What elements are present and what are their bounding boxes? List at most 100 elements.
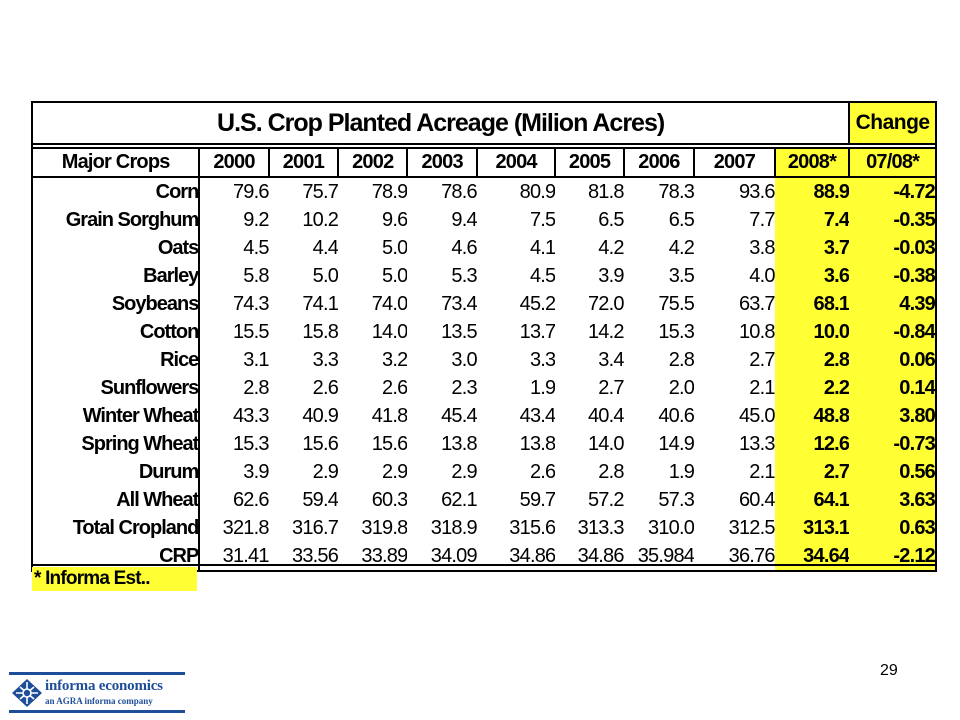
crop-name: Rice xyxy=(30,346,200,374)
acreage-value: 2.9 xyxy=(382,460,408,483)
header-2003: 2003 xyxy=(406,147,478,178)
acreage-value: 7.7 xyxy=(749,208,775,231)
acreage-value: 75.5 xyxy=(658,292,695,315)
acreage-value: 13.3 xyxy=(738,432,775,455)
acreage-value: 33.89 xyxy=(338,542,408,572)
company-logo: informa economics an AGRA informa compan… xyxy=(9,672,185,714)
acreage-value: 2.1 xyxy=(749,460,775,483)
table-row: Cotton 15.5 15.8 14.0 13.5 13.7 14.2 15.3 10.8 10… xyxy=(30,318,937,346)
acreage-value: 3.2 xyxy=(382,348,408,371)
crop-name: Durum xyxy=(30,458,200,486)
acreage-value: 57.3 xyxy=(658,488,695,511)
header-2001: 2001 xyxy=(267,147,340,178)
acreage-value: 35.984 xyxy=(623,542,695,572)
acreage-value: 13.8 xyxy=(519,432,556,455)
acreage-value: 2.6 xyxy=(529,460,556,483)
acreage-value: 48.8 xyxy=(774,402,850,430)
acreage-value: 43.3 xyxy=(198,402,269,430)
acreage-value: 3.1 xyxy=(198,346,269,374)
change-title: Change xyxy=(848,101,937,145)
acreage-value: 2.7 xyxy=(749,348,775,371)
header-2006: 2006 xyxy=(622,147,696,178)
change-value: -2.12 xyxy=(849,542,937,572)
acreage-value: 68.1 xyxy=(774,290,850,318)
acreage-value: 10.8 xyxy=(738,320,775,343)
acreage-value: 12.6 xyxy=(774,430,850,458)
acreage-value: 43.4 xyxy=(519,404,556,427)
acreage-value: 59.4 xyxy=(302,488,339,511)
logo-name: informa economics xyxy=(45,678,163,694)
table-row: Winter Wheat 43.3 40.9 41.8 45.4 43.4 40.4 40.6… xyxy=(30,402,937,430)
acreage-value: 2.2 xyxy=(774,374,850,402)
acreage-value: 319.8 xyxy=(361,516,408,539)
table-row: Durum 3.9 2.9 2.9 2.9 2.6 2.8 1.9 2.1 2.7 0.56 xyxy=(30,458,937,486)
acreage-value: 74.1 xyxy=(302,292,339,315)
acreage-value: 3.9 xyxy=(198,458,269,486)
acreage-value: 310.0 xyxy=(648,516,695,539)
table-row: Sunflowers 2.8 2.6 2.6 2.3 1.9 2.7 2.0 2.1 2.2 0.1… xyxy=(30,374,937,402)
acreage-value: 321.8 xyxy=(198,514,269,542)
acreage-value: 62.1 xyxy=(441,488,477,511)
acreage-value: 40.6 xyxy=(658,404,695,427)
acreage-value: 4.2 xyxy=(598,236,624,259)
acreage-value: 7.5 xyxy=(529,208,556,231)
acreage-value: 31.41 xyxy=(198,542,269,572)
acreage-value: 93.6 xyxy=(738,180,775,203)
change-value: 0.06 xyxy=(849,346,937,374)
header-2008-: 2008* xyxy=(773,147,851,178)
table-row: Grain Sorghum 9.2 10.2 9.6 9.4 7.5 6.5 6.5 7.7 7.… xyxy=(30,206,937,234)
acreage-value: 3.4 xyxy=(598,348,624,371)
change-value: 0.56 xyxy=(849,458,937,486)
logo-tagline: an AGRA informa company xyxy=(45,696,153,706)
acreage-value: 4.2 xyxy=(668,236,695,259)
acreage-value: 2.3 xyxy=(451,376,477,399)
acreage-value: 3.3 xyxy=(312,348,339,371)
table-row: CRP 31.41 33.56 33.89 34.09 34.86 34.86 35.984 3… xyxy=(30,542,937,572)
crop-name: Spring Wheat xyxy=(30,430,200,458)
acreage-value: 4.4 xyxy=(312,236,339,259)
page-number: 29 xyxy=(880,662,898,679)
acreage-value: 5.3 xyxy=(451,264,477,287)
header-2000: 2000 xyxy=(198,147,270,178)
acreage-value: 15.5 xyxy=(198,318,269,346)
acreage-value: 88.9 xyxy=(774,177,850,206)
acreage-value: 313.3 xyxy=(577,516,624,539)
acreage-value: 75.7 xyxy=(302,180,339,203)
acreage-value: 15.6 xyxy=(371,432,408,455)
acreage-value: 73.4 xyxy=(441,292,477,315)
table-row: Spring Wheat 15.3 15.6 15.6 13.8 13.8 14.0 14.9… xyxy=(30,430,937,458)
acreage-value: 3.5 xyxy=(668,264,695,287)
header-2004: 2004 xyxy=(475,147,557,178)
header-2002: 2002 xyxy=(337,147,409,178)
acreage-value: 79.6 xyxy=(198,177,269,206)
acreage-value: 313.1 xyxy=(774,514,850,542)
acreage-value: 318.9 xyxy=(430,516,477,539)
crop-name: Total Cropland xyxy=(30,514,200,542)
acreage-value: 2.9 xyxy=(451,460,477,483)
acreage-value: 4.0 xyxy=(749,264,775,287)
acreage-value: 78.9 xyxy=(371,180,408,203)
crop-name: Grain Sorghum xyxy=(30,206,200,234)
acreage-value: 316.7 xyxy=(292,516,339,539)
acreage-value: 2.8 xyxy=(774,346,850,374)
acreage-value: 81.8 xyxy=(587,180,624,203)
acreage-value: 40.9 xyxy=(302,404,339,427)
logo-bar-top xyxy=(9,672,185,675)
change-value: -0.03 xyxy=(849,234,937,262)
acreage-value: 2.1 xyxy=(749,376,775,399)
acreage-value: 15.3 xyxy=(658,320,695,343)
acreage-value: 9.4 xyxy=(451,208,477,231)
acreage-value: 3.7 xyxy=(774,234,850,262)
logo-bar-bottom xyxy=(9,710,185,713)
acreage-value: 5.8 xyxy=(198,262,269,290)
acreage-value: 74.3 xyxy=(198,290,269,318)
acreage-value: 78.6 xyxy=(441,180,477,203)
globe-icon xyxy=(11,678,43,713)
acreage-value: 45.2 xyxy=(519,292,556,315)
table-row: Corn 79.6 75.7 78.9 78.6 80.9 81.8 78.3 93.6 88.9… xyxy=(30,177,937,206)
acreage-value: 57.2 xyxy=(587,488,624,511)
table-row: Barley 5.8 5.0 5.0 5.3 4.5 3.9 3.5 4.0 3.6 -0.38 xyxy=(30,262,937,290)
acreage-value: 7.4 xyxy=(774,206,850,234)
table-row: Oats 4.5 4.4 5.0 4.6 4.1 4.2 4.2 3.8 3.7 -0.03 xyxy=(30,234,937,262)
change-value: -0.35 xyxy=(849,206,937,234)
